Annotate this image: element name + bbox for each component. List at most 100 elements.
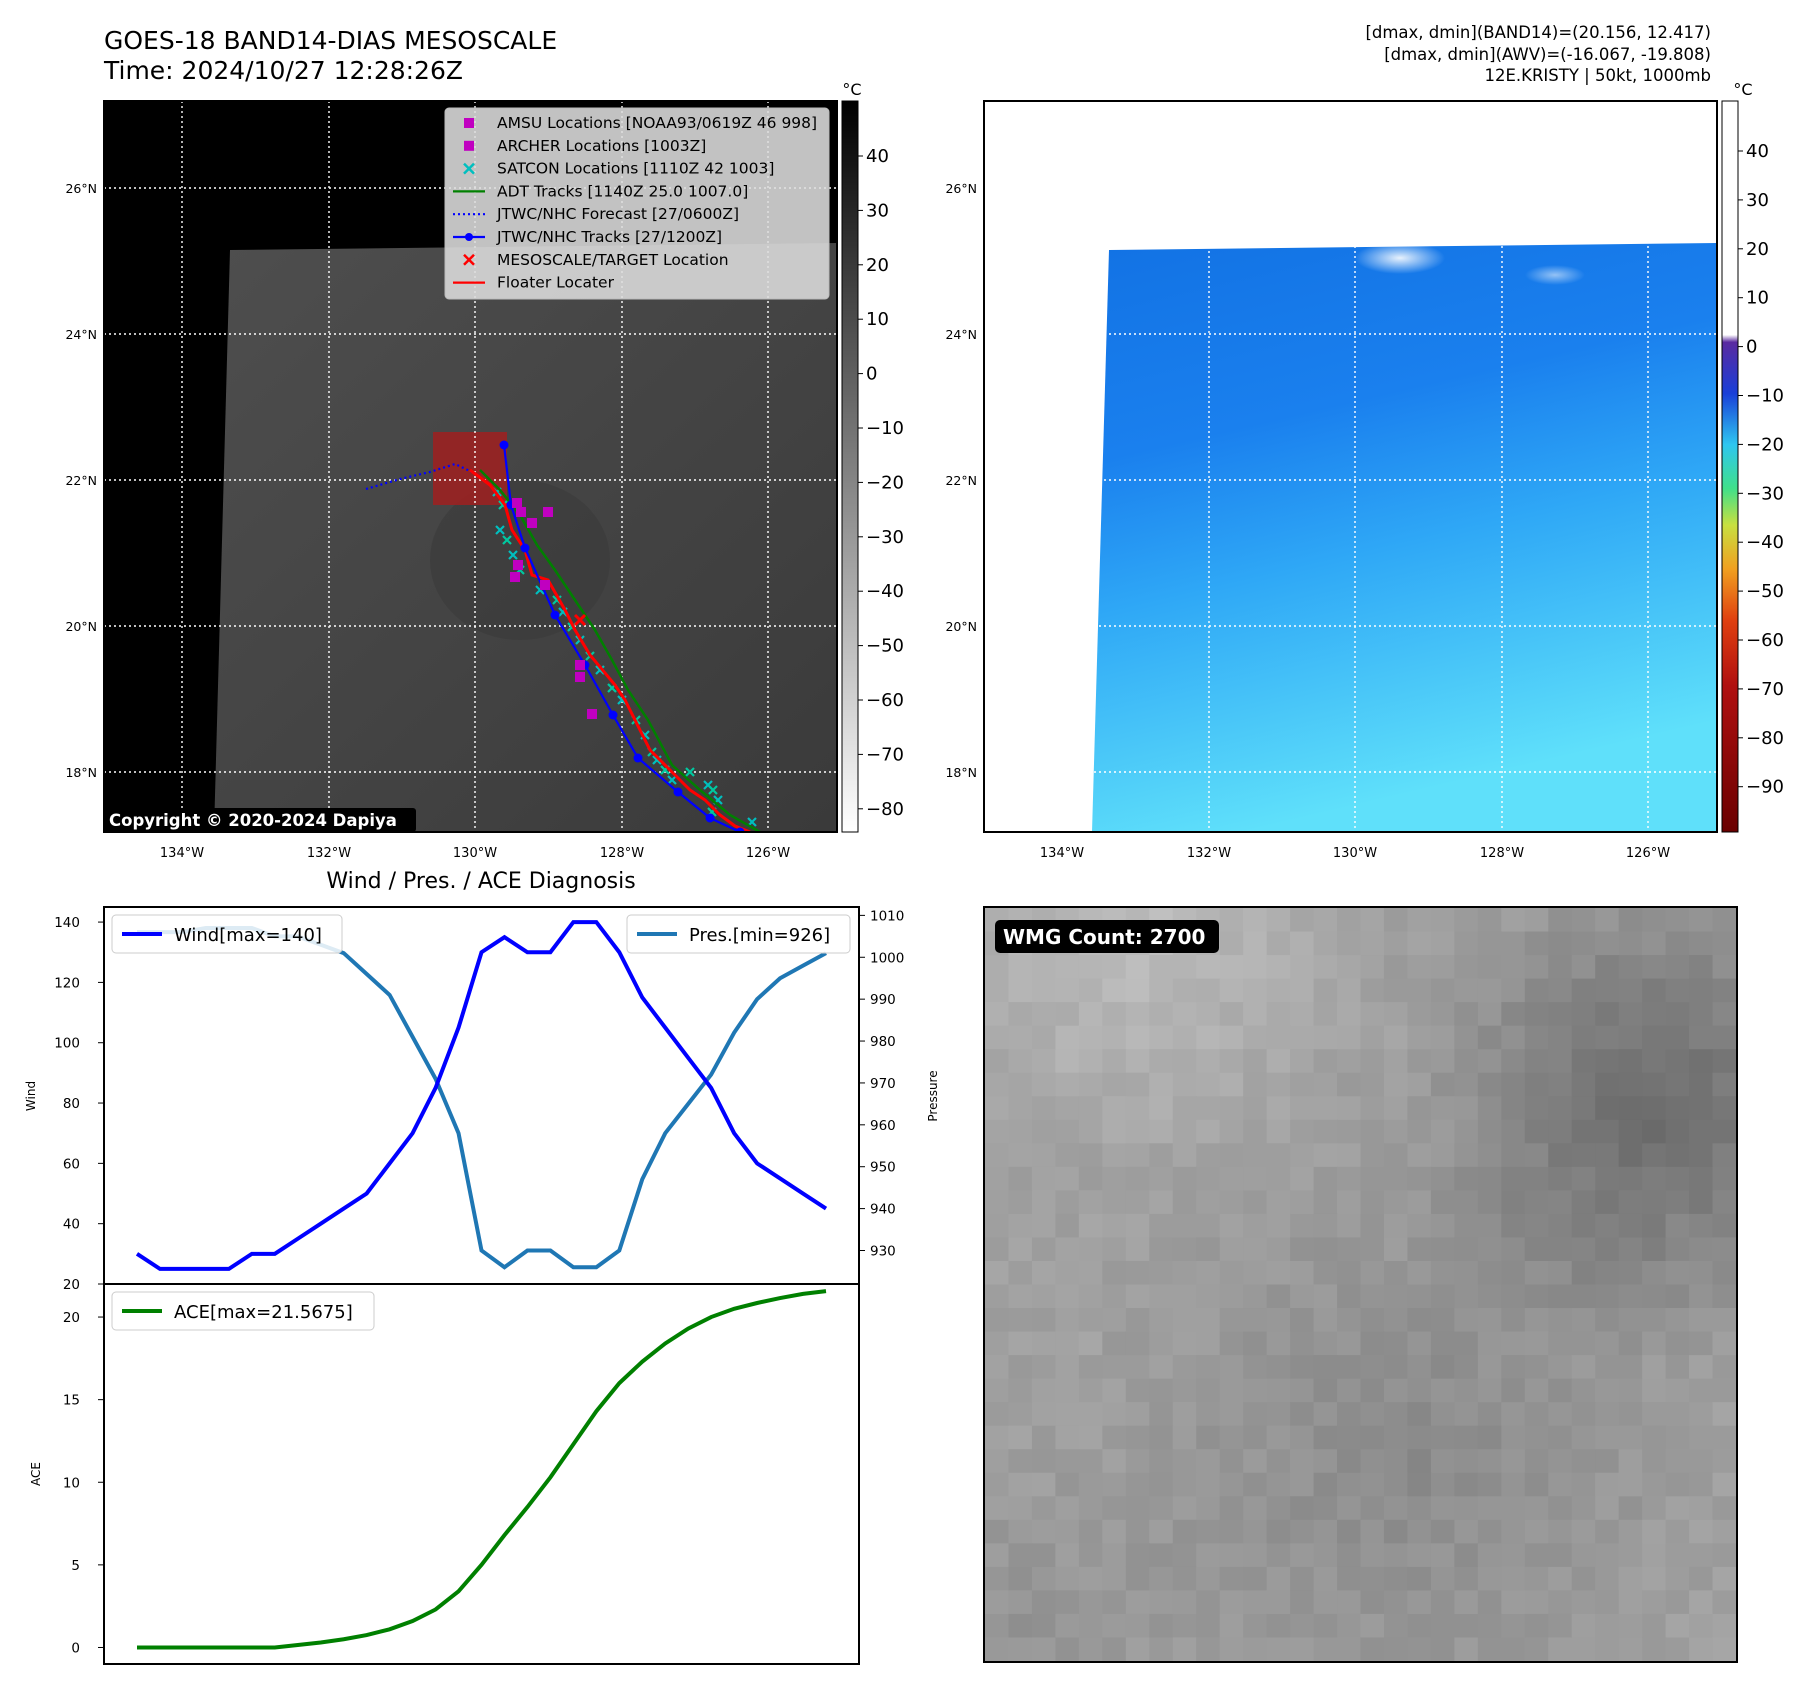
wmg-pixel [1266, 1096, 1291, 1121]
wmg-pixel [1125, 1119, 1150, 1144]
ir-storm-tracks [365, 440, 761, 832]
wmg-pixel [985, 1472, 1010, 1497]
wmg-pixel [1689, 1378, 1714, 1403]
wmg-pixel [1430, 1190, 1455, 1215]
wmg-pixel [1618, 1590, 1643, 1615]
wmg-pixel [1477, 1072, 1502, 1097]
wmg-pixel [1595, 1308, 1620, 1333]
wmg-pixel [1430, 1402, 1455, 1427]
wmg-pixel [1477, 1590, 1502, 1615]
wmg-pixel [1078, 1002, 1103, 1027]
wmg-pixel [1243, 1637, 1268, 1662]
wmg-pixel [1407, 1613, 1432, 1639]
wmg-pixel [1477, 931, 1502, 956]
wmg-pixel [1290, 1543, 1315, 1568]
wmg-pixel [1642, 1613, 1667, 1639]
wmg-pixel [1665, 1472, 1690, 1497]
wmg-pixel [1078, 1143, 1103, 1168]
wmg-pixel [1337, 1519, 1362, 1544]
wmg-pixel [1548, 908, 1573, 933]
wmg-pixel [1243, 1213, 1268, 1239]
wmg-pixel [1665, 1331, 1690, 1356]
wmg-pixel [1243, 1096, 1268, 1121]
wind-line [135, 920, 828, 1271]
wmg-pixel [1548, 1566, 1573, 1592]
wmg-pixel [1149, 1331, 1174, 1356]
wmg-pixel [1689, 1331, 1714, 1356]
wmg-pixel [1243, 1237, 1268, 1262]
wmg-pixel [1712, 1355, 1737, 1380]
wmg-pixel [1548, 1096, 1573, 1121]
wmg-pixel [1548, 1355, 1573, 1380]
wmg-pixel [1337, 1425, 1362, 1450]
amsu-marker [516, 507, 526, 517]
wmg-pixel [1665, 1496, 1690, 1521]
wmg-pixel [1383, 1143, 1409, 1168]
wmg-pixel [1618, 955, 1643, 980]
wmg-pixel [1477, 1190, 1502, 1215]
wmg-pixel [1548, 1143, 1573, 1168]
wind-pressure-chart: Wind / Pres. / ACE Diagnosis 140 120 100 80… [24, 869, 940, 1293]
wmg-pixel [1008, 955, 1033, 980]
wmg-pixel [1149, 1119, 1174, 1144]
wmg-pixel [985, 1402, 1010, 1427]
legend-label: JTWC/NHC Tracks [27/1200Z] [496, 228, 722, 246]
wmg-pixel [1290, 1613, 1315, 1639]
wmg-pixel [1196, 1119, 1221, 1144]
wmg-pixel [1125, 1284, 1150, 1309]
wmg-pixel [1313, 1613, 1338, 1639]
wmg-pixel [1454, 1613, 1479, 1639]
wmg-pixel [1172, 1519, 1197, 1544]
wmg-pixel [1125, 1425, 1150, 1450]
wmg-pixel [1430, 1543, 1455, 1568]
wmg-pixel [1055, 1331, 1080, 1356]
wmg-pixel [1618, 1331, 1643, 1356]
wmg-pixel [1243, 1119, 1268, 1144]
wmg-pixel [1360, 1143, 1385, 1168]
pressure-tick-label: 960 [870, 1118, 896, 1134]
wmg-pixels [985, 908, 1737, 1662]
wmg-pixel [1430, 1449, 1455, 1474]
wmg-pixel [1501, 1213, 1526, 1239]
wmg-pixel [1477, 1355, 1502, 1380]
wmg-pixel [1477, 1472, 1502, 1497]
wmg-pixel [1055, 1190, 1080, 1215]
wmg-pixel [1008, 1519, 1033, 1544]
ace-line [137, 1289, 827, 1650]
pressure-tick-label: 930 [870, 1243, 896, 1259]
wmg-pixel [1383, 1072, 1409, 1097]
lon-label: 130°W [453, 846, 497, 861]
wmg-pixel [1501, 1049, 1526, 1074]
wmg-pixel [1383, 1049, 1409, 1074]
wmg-pixel [1477, 978, 1502, 1003]
wmg-pixel [1196, 1213, 1221, 1239]
wmg-pixel [1266, 1119, 1291, 1144]
wmg-pixel [1031, 1425, 1057, 1450]
adt-track [479, 469, 761, 832]
wmg-pixel [1243, 1402, 1268, 1427]
wmg-pixel [1290, 1072, 1315, 1097]
wmg-pixel [1031, 1449, 1057, 1474]
ace-axis-label: ACE [29, 1462, 43, 1486]
wmg-pixel [1055, 1378, 1080, 1403]
wmg-pixel [1665, 1519, 1690, 1544]
wmg-pixel [1055, 1096, 1080, 1121]
wmg-pixel [1642, 1213, 1667, 1239]
wmg-pixel [985, 1449, 1010, 1474]
wmg-pixel [1149, 1355, 1174, 1380]
wmg-pixel [1196, 1143, 1221, 1168]
wmg-pixel [1055, 1449, 1080, 1474]
wmg-pixel [1595, 1378, 1620, 1403]
wmg-pixel [985, 955, 1010, 980]
wmg-pixel [985, 1049, 1010, 1074]
wmg-pixel [1149, 1378, 1174, 1403]
wmg-pixel [1149, 1519, 1174, 1544]
jtwc-point [735, 827, 745, 832]
wmg-pixel [1172, 1119, 1197, 1144]
wmg-pixel [1407, 908, 1432, 933]
wmg-pixel [1689, 1519, 1714, 1544]
wmg-pixel [1172, 1566, 1197, 1592]
wmg-pixel [1665, 1237, 1690, 1262]
wmg-pixel [1125, 955, 1150, 980]
wmg-pixel [1501, 978, 1526, 1003]
